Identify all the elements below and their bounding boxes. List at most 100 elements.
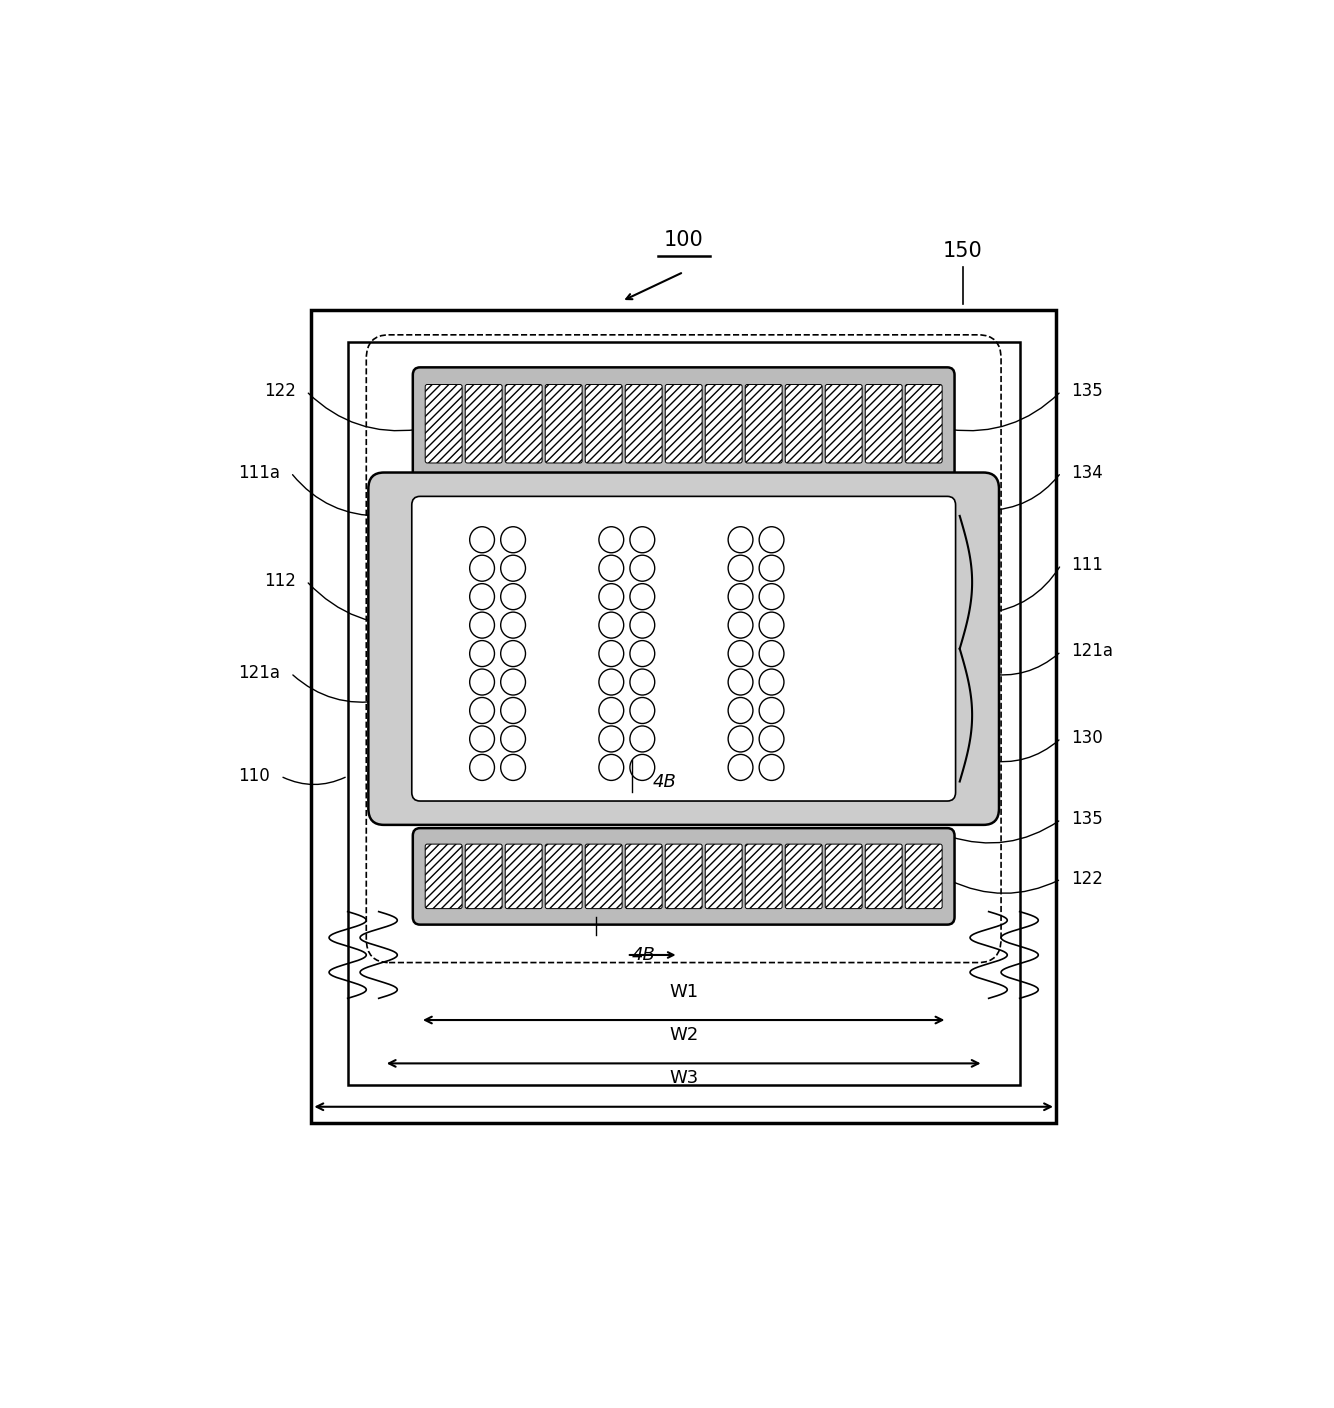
Text: 150: 150: [943, 241, 983, 260]
Circle shape: [759, 669, 784, 696]
Text: 111a: 111a: [239, 463, 280, 482]
Circle shape: [470, 727, 495, 752]
Circle shape: [759, 697, 784, 724]
Text: 121a: 121a: [1071, 642, 1114, 660]
Circle shape: [728, 669, 752, 696]
Text: 135: 135: [1071, 811, 1103, 828]
FancyBboxPatch shape: [786, 384, 822, 463]
Circle shape: [728, 527, 752, 553]
Circle shape: [630, 727, 655, 752]
FancyBboxPatch shape: [426, 384, 462, 463]
Circle shape: [630, 527, 655, 553]
Circle shape: [500, 641, 526, 666]
FancyBboxPatch shape: [546, 384, 582, 463]
Circle shape: [630, 641, 655, 666]
Circle shape: [759, 555, 784, 582]
Circle shape: [630, 584, 655, 610]
FancyBboxPatch shape: [666, 384, 702, 463]
Text: 121a: 121a: [239, 665, 280, 681]
FancyBboxPatch shape: [626, 384, 662, 463]
Circle shape: [630, 612, 655, 638]
FancyBboxPatch shape: [506, 384, 542, 463]
Circle shape: [728, 641, 752, 666]
Circle shape: [759, 755, 784, 780]
Circle shape: [470, 669, 495, 696]
Circle shape: [728, 584, 752, 610]
FancyBboxPatch shape: [586, 384, 622, 463]
FancyBboxPatch shape: [368, 473, 999, 825]
Circle shape: [470, 612, 495, 638]
Circle shape: [470, 755, 495, 780]
Circle shape: [599, 555, 624, 582]
Circle shape: [728, 697, 752, 724]
FancyBboxPatch shape: [746, 845, 782, 908]
FancyBboxPatch shape: [826, 384, 862, 463]
Circle shape: [470, 641, 495, 666]
FancyBboxPatch shape: [906, 384, 942, 463]
Circle shape: [500, 584, 526, 610]
Text: 111: 111: [1071, 556, 1103, 573]
Text: 4B: 4B: [632, 946, 656, 964]
Circle shape: [759, 584, 784, 610]
Circle shape: [500, 697, 526, 724]
Circle shape: [500, 612, 526, 638]
FancyBboxPatch shape: [426, 845, 462, 908]
Circle shape: [599, 641, 624, 666]
Circle shape: [470, 527, 495, 553]
FancyBboxPatch shape: [412, 367, 955, 480]
FancyBboxPatch shape: [546, 845, 582, 908]
Bar: [312, 310, 1057, 1124]
Text: W2: W2: [670, 1026, 698, 1043]
Circle shape: [630, 755, 655, 780]
FancyBboxPatch shape: [412, 828, 955, 925]
FancyBboxPatch shape: [786, 845, 822, 908]
Circle shape: [759, 612, 784, 638]
FancyBboxPatch shape: [866, 845, 902, 908]
Circle shape: [500, 555, 526, 582]
Circle shape: [599, 755, 624, 780]
Circle shape: [599, 727, 624, 752]
Circle shape: [470, 697, 495, 724]
Circle shape: [470, 555, 495, 582]
Circle shape: [500, 669, 526, 696]
Circle shape: [728, 555, 752, 582]
Circle shape: [599, 584, 624, 610]
Text: W1: W1: [670, 983, 698, 1001]
Text: 130: 130: [1071, 729, 1103, 748]
Text: 122: 122: [264, 382, 296, 400]
Circle shape: [728, 612, 752, 638]
Circle shape: [599, 697, 624, 724]
Text: 135: 135: [1071, 382, 1103, 400]
FancyBboxPatch shape: [466, 845, 502, 908]
Text: 122: 122: [1071, 870, 1103, 888]
FancyBboxPatch shape: [706, 384, 742, 463]
FancyBboxPatch shape: [412, 497, 955, 801]
Circle shape: [599, 669, 624, 696]
Circle shape: [759, 641, 784, 666]
Circle shape: [599, 527, 624, 553]
FancyBboxPatch shape: [706, 845, 742, 908]
Circle shape: [470, 584, 495, 610]
FancyBboxPatch shape: [626, 845, 662, 908]
Text: 110: 110: [239, 767, 269, 786]
FancyBboxPatch shape: [506, 845, 542, 908]
FancyBboxPatch shape: [906, 845, 942, 908]
Circle shape: [759, 727, 784, 752]
FancyBboxPatch shape: [586, 845, 622, 908]
Circle shape: [759, 527, 784, 553]
Text: 134: 134: [1071, 463, 1103, 482]
Circle shape: [728, 755, 752, 780]
FancyBboxPatch shape: [466, 384, 502, 463]
Circle shape: [630, 555, 655, 582]
Circle shape: [500, 755, 526, 780]
Text: W3: W3: [670, 1069, 698, 1087]
Circle shape: [599, 612, 624, 638]
FancyBboxPatch shape: [826, 845, 862, 908]
Text: 100: 100: [664, 231, 703, 251]
Circle shape: [630, 697, 655, 724]
Circle shape: [630, 669, 655, 696]
FancyBboxPatch shape: [666, 845, 702, 908]
FancyBboxPatch shape: [866, 384, 902, 463]
Circle shape: [500, 527, 526, 553]
Text: 112: 112: [264, 572, 296, 590]
